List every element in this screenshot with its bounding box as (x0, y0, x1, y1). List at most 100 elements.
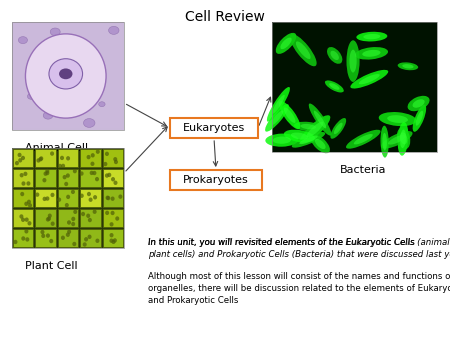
Ellipse shape (397, 127, 410, 149)
Text: Plant Cell: Plant Cell (25, 261, 77, 271)
Bar (13, 169, 33, 187)
Ellipse shape (73, 169, 77, 173)
Bar (14, 24, 122, 128)
Bar (13, 149, 33, 167)
Ellipse shape (67, 220, 71, 225)
Ellipse shape (108, 26, 119, 34)
Ellipse shape (413, 99, 425, 108)
Ellipse shape (387, 115, 408, 123)
Ellipse shape (28, 203, 32, 208)
Ellipse shape (71, 190, 75, 194)
Bar (58, 189, 78, 207)
Bar (272, 22, 437, 152)
Ellipse shape (400, 132, 407, 144)
Ellipse shape (15, 161, 19, 165)
Text: In this unit, you will revisited elements of the Eukaryotic Cells: In this unit, you will revisited element… (148, 238, 418, 247)
Ellipse shape (46, 217, 50, 222)
Ellipse shape (21, 218, 25, 222)
Ellipse shape (58, 110, 66, 116)
Ellipse shape (354, 134, 373, 144)
Ellipse shape (67, 230, 71, 234)
Ellipse shape (76, 106, 82, 111)
Ellipse shape (45, 171, 50, 175)
Ellipse shape (106, 196, 110, 200)
Ellipse shape (325, 80, 344, 93)
Ellipse shape (272, 95, 285, 114)
Ellipse shape (25, 237, 29, 242)
Ellipse shape (20, 192, 24, 196)
Ellipse shape (408, 96, 430, 111)
Ellipse shape (334, 123, 342, 134)
Bar (272, 22, 437, 152)
Ellipse shape (88, 235, 91, 239)
Ellipse shape (109, 222, 113, 226)
Ellipse shape (47, 216, 51, 221)
Ellipse shape (115, 216, 119, 221)
Ellipse shape (51, 221, 55, 226)
Ellipse shape (41, 234, 45, 238)
Ellipse shape (67, 65, 72, 69)
Ellipse shape (84, 237, 88, 242)
Bar (13, 209, 33, 227)
Ellipse shape (24, 201, 28, 206)
Ellipse shape (284, 107, 296, 123)
Ellipse shape (273, 137, 291, 144)
Ellipse shape (99, 102, 105, 107)
Ellipse shape (267, 87, 290, 122)
Ellipse shape (45, 169, 50, 173)
Ellipse shape (18, 153, 22, 157)
Bar (12, 22, 124, 130)
Ellipse shape (83, 119, 95, 127)
Bar (12, 148, 124, 248)
Ellipse shape (299, 136, 318, 144)
Bar (80, 209, 101, 227)
Ellipse shape (61, 164, 65, 168)
Ellipse shape (109, 239, 113, 243)
Ellipse shape (111, 177, 115, 182)
Bar (80, 189, 101, 207)
Ellipse shape (49, 239, 53, 243)
Ellipse shape (72, 242, 76, 246)
Ellipse shape (111, 196, 115, 201)
Ellipse shape (90, 171, 94, 175)
Ellipse shape (39, 157, 43, 162)
Ellipse shape (81, 212, 85, 216)
Bar (36, 189, 56, 207)
Text: Prokaryotes: Prokaryotes (183, 175, 249, 185)
Ellipse shape (114, 160, 118, 164)
Bar (103, 169, 123, 187)
Ellipse shape (351, 70, 388, 89)
Bar (13, 229, 33, 247)
Ellipse shape (95, 239, 99, 243)
Ellipse shape (73, 210, 77, 214)
Ellipse shape (388, 135, 405, 145)
Ellipse shape (60, 46, 67, 51)
Ellipse shape (80, 171, 84, 176)
Ellipse shape (43, 112, 53, 119)
Ellipse shape (381, 126, 389, 158)
Ellipse shape (118, 194, 122, 199)
Ellipse shape (86, 214, 90, 218)
Ellipse shape (310, 135, 330, 153)
Ellipse shape (306, 122, 324, 138)
Bar (58, 149, 78, 167)
Ellipse shape (27, 221, 32, 225)
Bar (103, 149, 123, 167)
Ellipse shape (66, 156, 70, 161)
Ellipse shape (87, 192, 91, 196)
Bar (16, 26, 120, 126)
Ellipse shape (276, 33, 296, 54)
Ellipse shape (46, 234, 50, 238)
Ellipse shape (93, 195, 97, 199)
Ellipse shape (20, 173, 24, 177)
Bar (80, 169, 101, 187)
Ellipse shape (83, 242, 87, 247)
Ellipse shape (24, 229, 28, 234)
Bar (12, 22, 124, 130)
Ellipse shape (18, 37, 27, 44)
Ellipse shape (71, 222, 75, 226)
Ellipse shape (66, 173, 70, 178)
Ellipse shape (95, 177, 99, 181)
Ellipse shape (36, 158, 40, 163)
Ellipse shape (60, 156, 64, 160)
